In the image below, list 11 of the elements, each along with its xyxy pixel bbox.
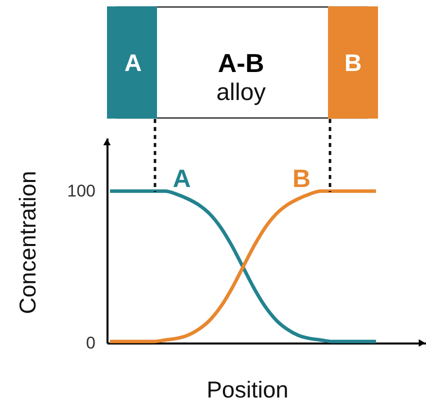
y-tick-label: 0 — [86, 334, 96, 352]
text: A — [124, 50, 142, 77]
x-axis-title: Position — [206, 376, 288, 402]
y-axis-title: Concentration — [14, 170, 40, 314]
text: A-B — [218, 48, 264, 78]
series-label: B — [292, 165, 311, 194]
series-label: A — [172, 165, 191, 194]
y-tick-label: 100 — [67, 182, 96, 201]
text: B — [344, 50, 362, 77]
line-series — [108, 189, 378, 344]
text: alloy — [216, 79, 266, 106]
